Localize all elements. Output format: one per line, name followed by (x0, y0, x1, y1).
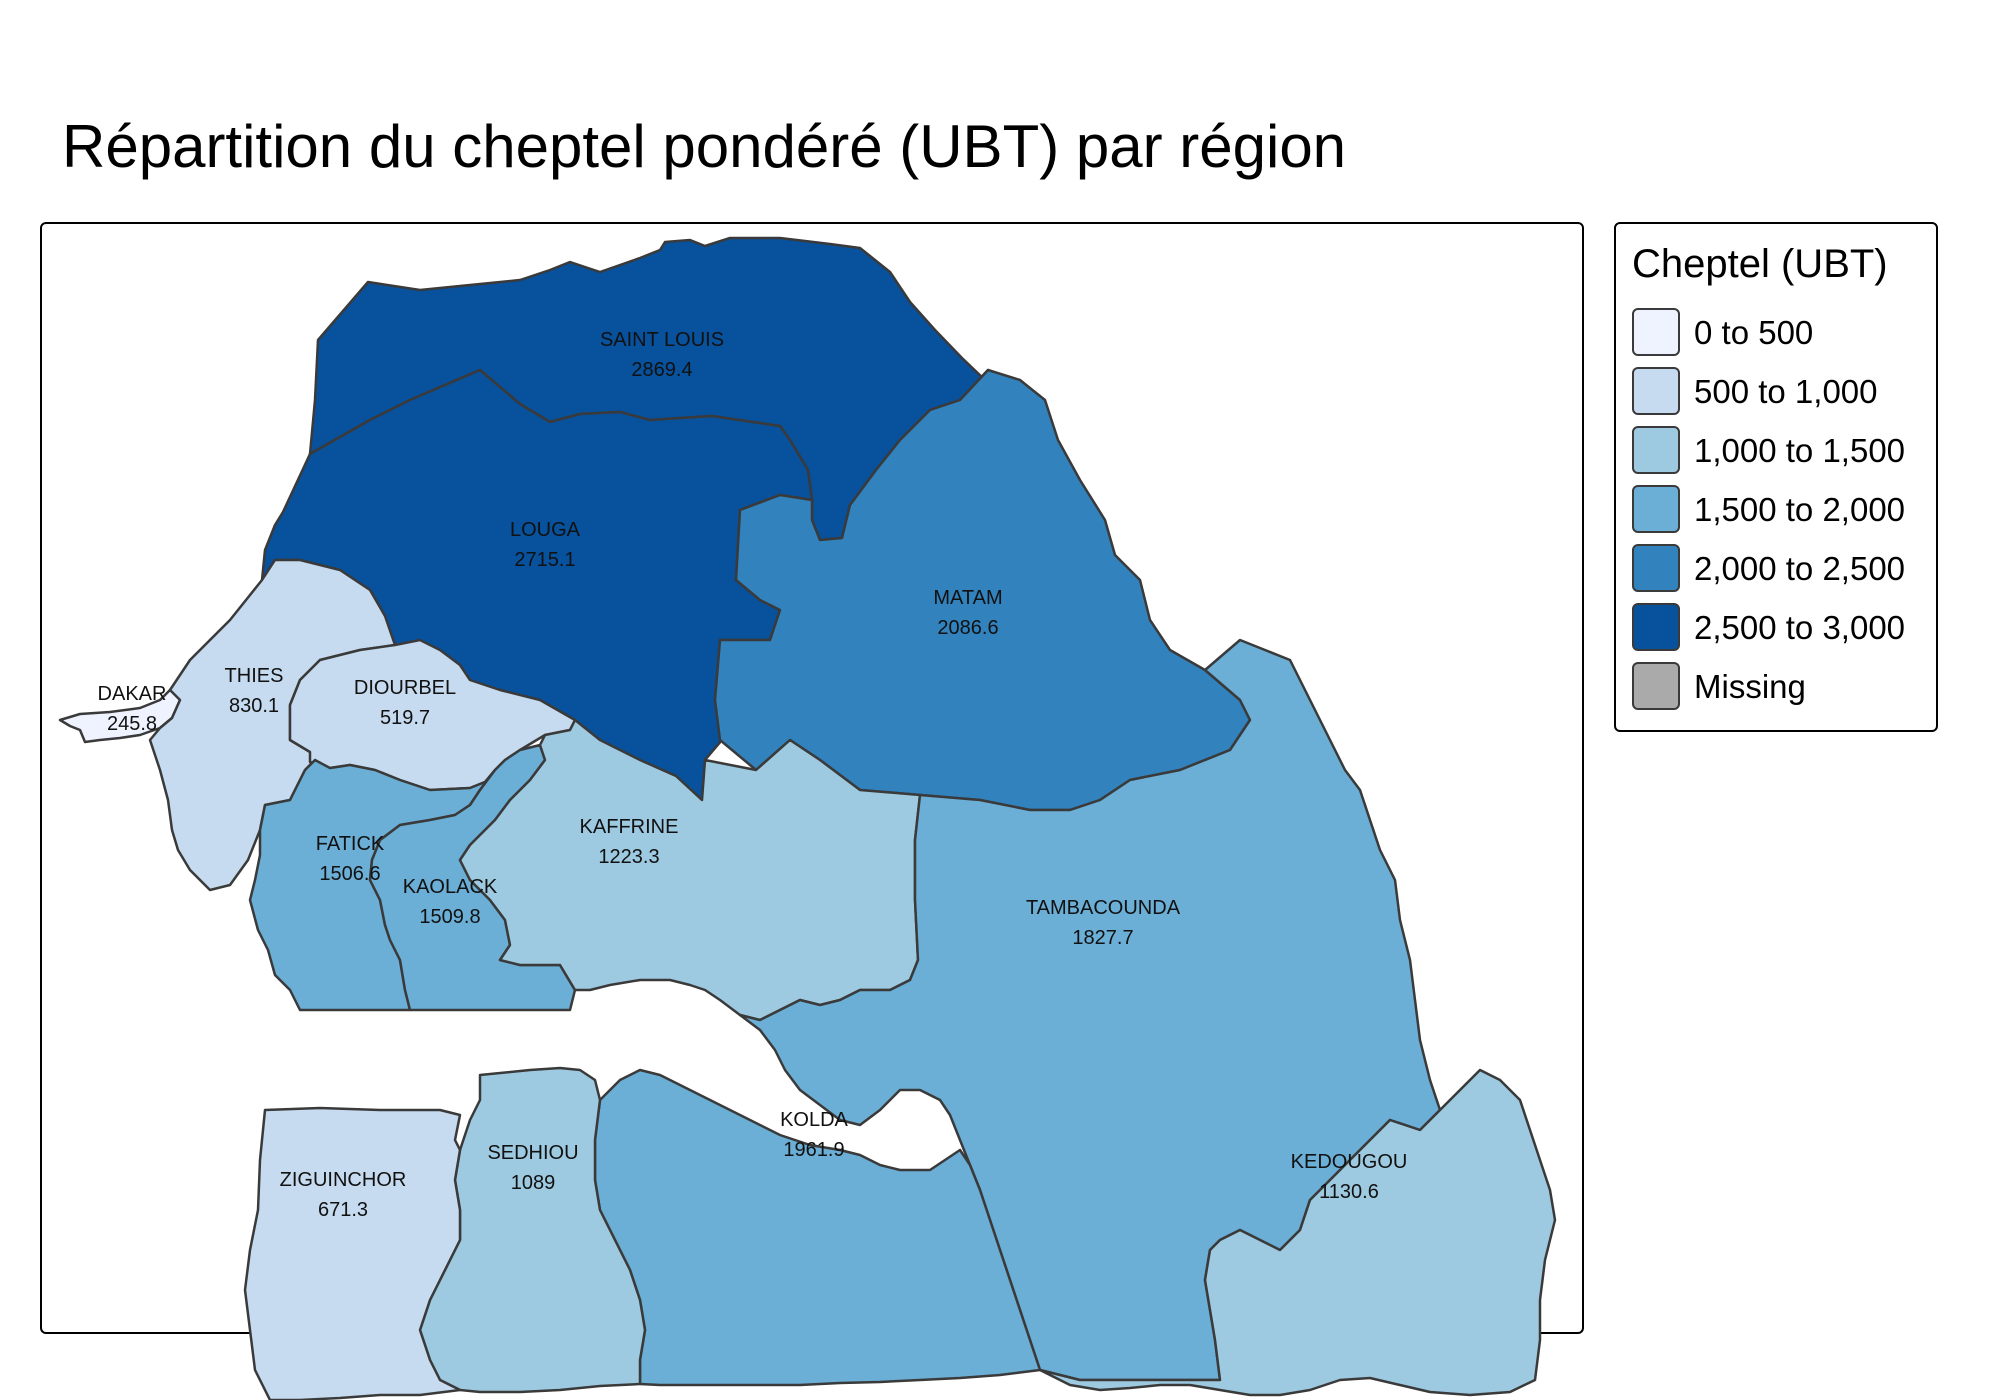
label-kaffrine-name: KAFFRINE (580, 816, 679, 838)
label-sedhiou-name: SEDHIOU (487, 1142, 578, 1164)
label-dakar-value: 245.8 (107, 713, 157, 735)
label-thies-value: 830.1 (229, 695, 279, 717)
label-fatick-value: 1506.6 (319, 863, 380, 885)
label-kaffrine-value: 1223.3 (598, 846, 659, 868)
label-diourbel-name: DIOURBEL (354, 677, 456, 699)
legend-swatch (1632, 603, 1680, 651)
map-title: Répartition du cheptel pondéré (UBT) par… (62, 113, 1347, 180)
label-diourbel-value: 519.7 (380, 707, 430, 729)
label-ziguinchor-value: 671.3 (318, 1199, 368, 1221)
label-matam-name: MATAM (933, 587, 1002, 609)
label-kolda-name: KOLDA (780, 1109, 848, 1131)
label-tambacounda-name: TAMBACOUNDA (1026, 897, 1181, 919)
legend-swatch (1632, 367, 1680, 415)
label-matam-value: 2086.6 (937, 617, 998, 639)
legend-label: 500 to 1,000 (1694, 373, 1878, 410)
label-ziguinchor-name: ZIGUINCHOR (280, 1169, 407, 1191)
region-ziguinchor[interactable] (243, 1106, 462, 1400)
label-tambacounda-value: 1827.7 (1072, 927, 1133, 949)
legend-label: 1,500 to 2,000 (1694, 491, 1906, 528)
label-thies-name: THIES (225, 665, 284, 687)
label-kaolack-value: 1509.8 (419, 906, 480, 928)
legend-swatch (1632, 485, 1680, 533)
label-louga-value: 2715.1 (514, 549, 575, 571)
legend-label: 2,500 to 3,000 (1694, 609, 1906, 646)
label-saint-louis-value: 2869.4 (631, 359, 692, 381)
legend-label: 1,000 to 1,500 (1694, 432, 1906, 469)
label-kedougou-name: KEDOUGOU (1291, 1151, 1408, 1173)
label-kolda-value: 1961.9 (783, 1139, 844, 1161)
label-kaolack-name: KAOLACK (403, 876, 498, 898)
legend-label: Missing (1694, 668, 1806, 705)
label-louga-name: LOUGA (510, 519, 581, 541)
legend-swatch (1632, 662, 1680, 710)
region-kedougou[interactable] (1038, 1068, 1557, 1397)
legend-swatch (1632, 426, 1680, 474)
legend-label: 2,000 to 2,500 (1694, 550, 1906, 587)
label-saint-louis-name: SAINT LOUIS (600, 329, 724, 351)
label-fatick-name: FATICK (316, 833, 385, 855)
label-kedougou-value: 1130.6 (1319, 1181, 1379, 1203)
legend-swatch (1632, 308, 1680, 356)
legend-title: Cheptel (UBT) (1632, 242, 1888, 286)
legend: Cheptel (UBT) 0 to 500 500 to 1,000 1,00… (1614, 222, 1938, 732)
label-dakar-name: DAKAR (98, 683, 167, 705)
legend-label: 0 to 500 (1694, 314, 1814, 351)
label-sedhiou-value: 1089 (511, 1172, 556, 1194)
legend-swatch (1632, 544, 1680, 592)
